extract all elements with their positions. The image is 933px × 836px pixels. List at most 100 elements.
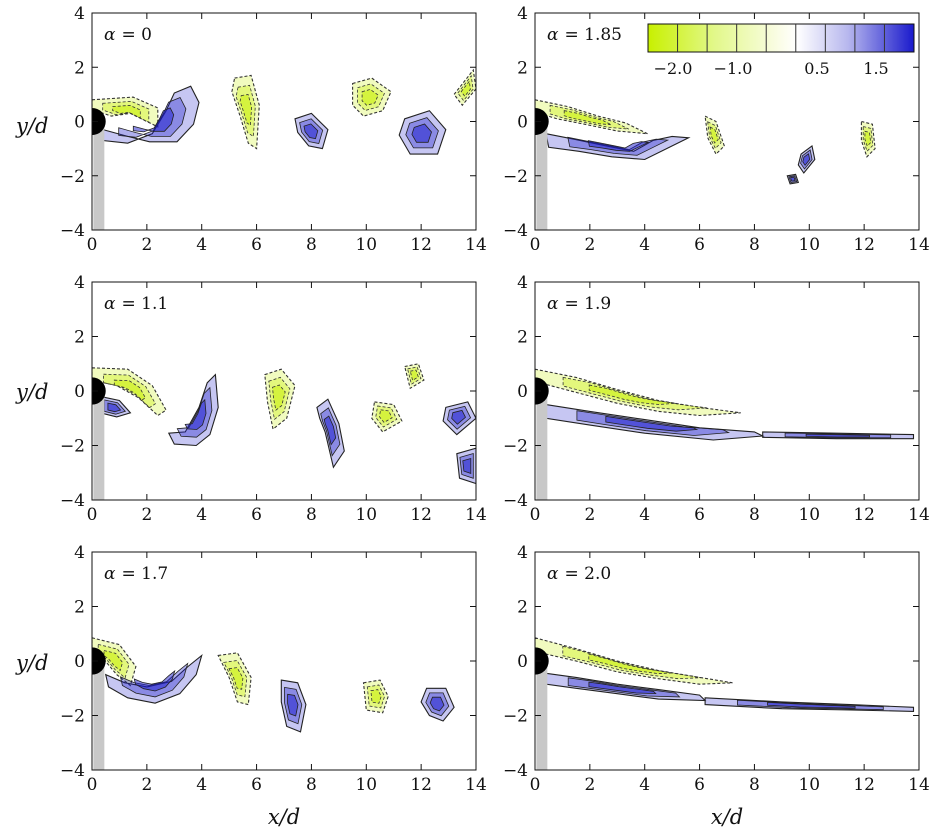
contour-level — [132, 107, 175, 133]
y-tick-label: 2 — [517, 598, 528, 618]
y-tick-label: −2 — [60, 707, 85, 727]
contour-group — [535, 99, 876, 185]
x-tick-label: 8 — [306, 235, 317, 255]
y-axis-label-row3: y/d — [15, 651, 48, 675]
panel-alpha-1: 0 2 4 6 8 10 12 14 4 2 0 −2 −4 α = 0 — [60, 4, 487, 255]
contour-level — [588, 681, 657, 695]
contour-level — [587, 140, 650, 152]
contour-level — [562, 645, 702, 680]
contour-level — [239, 94, 253, 127]
contour-level — [563, 110, 612, 126]
x-tick-label: 8 — [306, 505, 317, 525]
x-tick-label: 14 — [465, 505, 487, 525]
positive-vorticity-region — [456, 447, 476, 485]
x-tick-label: 10 — [355, 505, 377, 525]
splitter-plate — [93, 121, 105, 230]
alpha-symbol: α — [547, 25, 559, 45]
contour-level — [107, 402, 122, 413]
alpha-label: α = 1.85 — [547, 25, 622, 45]
alpha-value: = 1.9 — [564, 294, 611, 314]
colorbar: −2.0 −1.0 0.5 1.5 — [647, 23, 915, 78]
colorbar-tick: 1.5 — [863, 59, 888, 78]
contour-level — [460, 80, 471, 97]
y-tick-label: −2 — [503, 167, 528, 187]
x-tick-label: 2 — [584, 505, 595, 525]
y-axis-label-row1: y/d — [15, 114, 48, 138]
cylinder-half — [92, 107, 106, 136]
contour-level — [605, 415, 699, 432]
x-tick-label: 4 — [639, 775, 650, 795]
negative-vorticity-region — [217, 652, 252, 706]
positive-vorticity-region — [762, 431, 915, 440]
cylinder-half — [92, 647, 106, 675]
x-tick-label: 14 — [465, 235, 487, 255]
colorbar-gradient — [647, 23, 915, 53]
contour-level — [462, 457, 472, 474]
x-tick-label: 0 — [530, 235, 541, 255]
x-tick-label: 10 — [798, 505, 820, 525]
y-tick-label: 2 — [517, 58, 528, 78]
contour-level — [176, 386, 213, 438]
positive-vorticity-region — [398, 110, 447, 155]
positive-vorticity-region — [797, 144, 816, 174]
x-axis-label-right: x/d — [711, 805, 743, 829]
x-tick-label: 0 — [87, 505, 98, 525]
alpha-label: α = 1.1 — [104, 294, 168, 314]
contour-level — [113, 379, 146, 401]
positive-vorticity-region — [420, 687, 455, 722]
alpha-label: α = 1.9 — [547, 294, 611, 314]
y-tick-label: 4 — [74, 543, 85, 563]
contour-level — [112, 104, 141, 119]
alpha-value: = 1.85 — [564, 25, 622, 45]
x-tick-label: 8 — [749, 775, 760, 795]
y-tick-label: 0 — [517, 382, 528, 402]
x-tick-label: 4 — [639, 235, 650, 255]
contour-level — [409, 369, 419, 382]
x-tick-label: 0 — [87, 775, 98, 795]
x-tick-label: 12 — [410, 505, 432, 525]
contour-group — [92, 637, 455, 733]
x-tick-label: 14 — [908, 775, 930, 795]
y-tick-label: 4 — [517, 4, 528, 24]
y-tick-label: 2 — [74, 58, 85, 78]
x-tick-label: 0 — [530, 505, 541, 525]
alpha-symbol: α — [104, 25, 116, 45]
alpha-value: = 2.0 — [564, 564, 611, 584]
contour-level — [562, 376, 708, 411]
y-tick-label: 4 — [74, 4, 85, 24]
panel-alpha-6: 0 2 4 6 8 10 12 14 4 2 0 −2 −4 α = 2.0 — [503, 543, 930, 795]
positive-vorticity-region — [704, 697, 915, 712]
x-tick-label: 6 — [694, 505, 705, 525]
alpha-value: = 0 — [121, 25, 151, 45]
x-tick-label: 2 — [141, 235, 152, 255]
x-tick-label: 10 — [798, 775, 820, 795]
x-tick-label: 4 — [196, 505, 207, 525]
y-tick-label: 2 — [74, 598, 85, 618]
alpha-value: = 1.1 — [121, 294, 168, 314]
x-tick-label: 14 — [908, 235, 930, 255]
negative-vorticity-region — [535, 368, 741, 417]
y-tick-label: 4 — [517, 273, 528, 293]
contour-level — [378, 409, 393, 423]
x-tick-label: 12 — [853, 505, 875, 525]
x-tick-label: 4 — [196, 235, 207, 255]
y-axis-label-row2: y/d — [15, 380, 48, 404]
alpha-label: α = 2.0 — [547, 564, 611, 584]
contour-level — [133, 669, 176, 692]
y-tick-label: 0 — [74, 382, 85, 402]
positive-vorticity-region — [786, 173, 800, 185]
alpha-label: α = 1.7 — [104, 564, 168, 584]
y-tick-label: 4 — [74, 273, 85, 293]
contour-level — [361, 88, 379, 106]
y-tick-label: −2 — [60, 437, 85, 457]
contour-level — [451, 409, 466, 425]
y-tick-label: 0 — [74, 652, 85, 672]
contour-level — [272, 384, 286, 411]
y-tick-label: −4 — [503, 491, 528, 511]
positive-vorticity-region — [167, 373, 219, 447]
contour-level — [864, 130, 872, 147]
x-tick-label: 6 — [694, 235, 705, 255]
x-tick-label: 6 — [251, 505, 262, 525]
negative-vorticity-region — [453, 68, 476, 107]
contour-level — [370, 689, 382, 704]
